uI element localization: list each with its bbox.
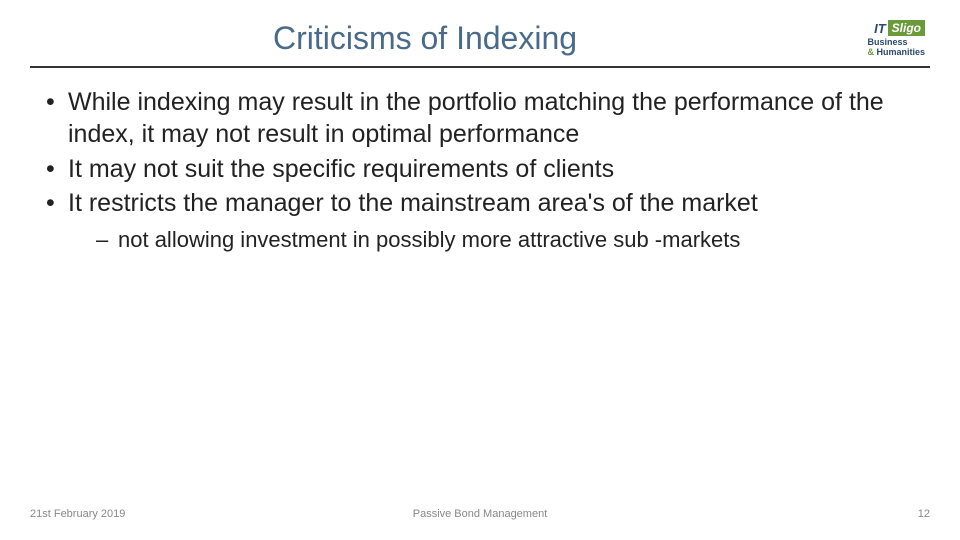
slide-title: Criticisms of Indexing xyxy=(35,20,815,57)
sub-bullet-text: not allowing investment in possibly more… xyxy=(118,227,740,252)
logo-sligo-text: Sligo xyxy=(888,20,925,36)
slide-content: While indexing may result in the portfol… xyxy=(30,86,930,255)
logo-sub-line1: Business xyxy=(867,37,907,47)
footer-center: Passive Bond Management xyxy=(413,508,548,520)
title-underline xyxy=(30,66,930,68)
sub-bullet-item: not allowing investment in possibly more… xyxy=(68,226,920,255)
logo-sub-line2: Humanities xyxy=(876,47,925,57)
bullet-text: It restricts the manager to the mainstre… xyxy=(68,189,758,217)
sub-bullet-list: not allowing investment in possibly more… xyxy=(68,226,920,255)
logo: IT Sligo Business & Humanities xyxy=(815,20,925,58)
footer-page-number: 12 xyxy=(918,508,930,520)
logo-it-text: IT xyxy=(874,21,886,36)
slide-container: Criticisms of Indexing IT Sligo Business… xyxy=(0,0,960,540)
slide-footer: 21st February 2019 Passive Bond Manageme… xyxy=(30,508,930,520)
logo-sub-amp: & xyxy=(867,47,874,57)
logo-subtitle: Business & Humanities xyxy=(867,38,925,58)
bullet-item: It restricts the manager to the mainstre… xyxy=(40,187,920,254)
title-row: Criticisms of Indexing IT Sligo Business… xyxy=(30,20,930,66)
footer-date: 21st February 2019 xyxy=(30,508,125,520)
bullet-list: While indexing may result in the portfol… xyxy=(40,86,920,255)
bullet-text: It may not suit the specific requirement… xyxy=(68,155,614,183)
bullet-item: While indexing may result in the portfol… xyxy=(40,86,920,151)
bullet-item: It may not suit the specific requirement… xyxy=(40,153,920,186)
logo-it-sligo: IT Sligo xyxy=(874,20,925,36)
bullet-text: While indexing may result in the portfol… xyxy=(68,88,884,149)
